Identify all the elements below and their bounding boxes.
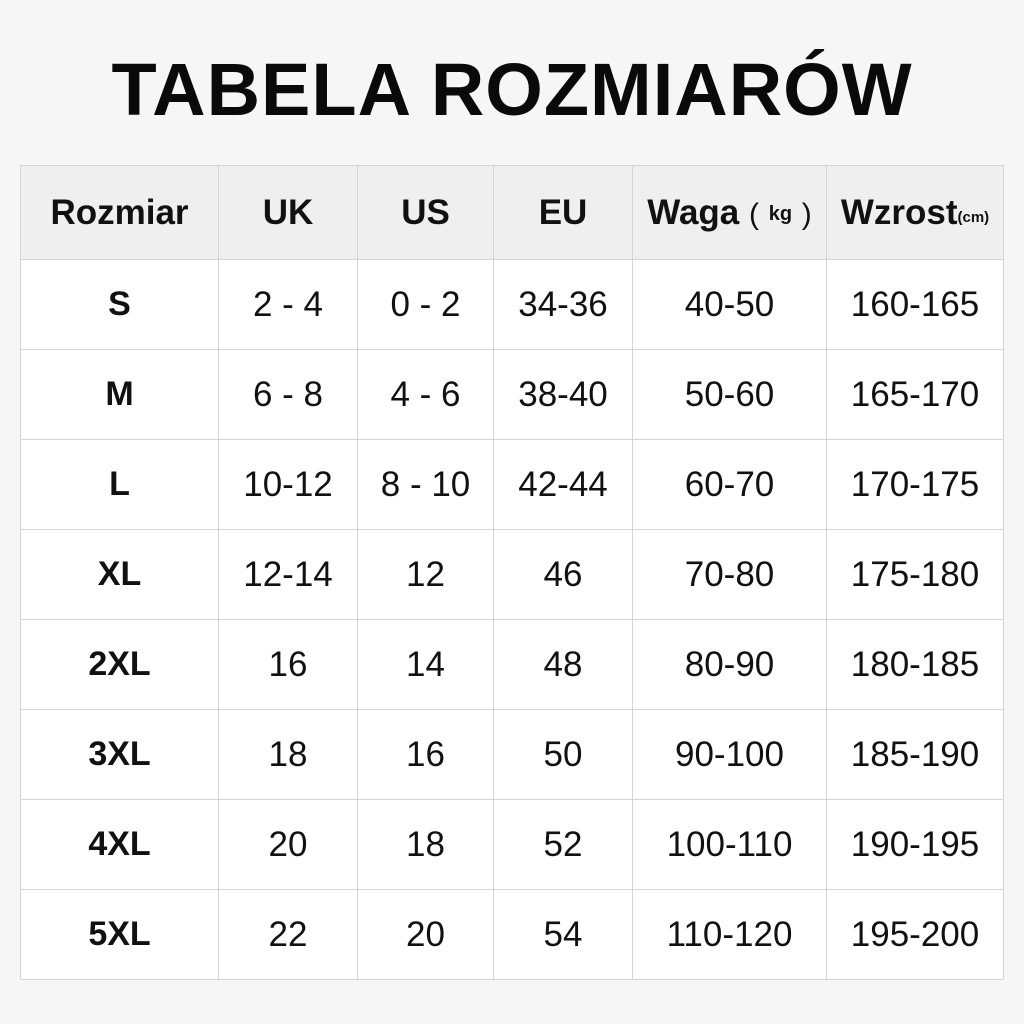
- cell-uk: 12-14: [218, 529, 358, 620]
- cell-us: 8 - 10: [357, 439, 494, 530]
- cell-weight: 70-80: [632, 529, 827, 620]
- header-height: Wzrost(cm): [826, 165, 1004, 260]
- size-chart-table: Rozmiar UK US EU Waga ( kg ) Wzrost(cm) …: [20, 165, 1004, 980]
- cell-uk: 20: [218, 799, 358, 890]
- cell-size: 3XL: [20, 709, 219, 800]
- cell-size: XL: [20, 529, 219, 620]
- cell-height: 190-195: [826, 799, 1004, 890]
- cell-height: 180-185: [826, 619, 1004, 710]
- cell-uk: 18: [218, 709, 358, 800]
- cell-us: 20: [357, 889, 494, 980]
- cell-eu: 34-36: [493, 259, 633, 350]
- cell-eu: 48: [493, 619, 633, 710]
- cell-eu: 38-40: [493, 349, 633, 440]
- cell-eu: 52: [493, 799, 633, 890]
- cell-us: 12: [357, 529, 494, 620]
- table-row: 2XL 16 14 48 80-90 180-185: [20, 619, 1004, 710]
- cell-size: L: [20, 439, 219, 530]
- cell-height: 195-200: [826, 889, 1004, 980]
- cell-size: M: [20, 349, 219, 440]
- cell-weight: 40-50: [632, 259, 827, 350]
- cell-us: 4 - 6: [357, 349, 494, 440]
- cell-uk: 2 - 4: [218, 259, 358, 350]
- cell-us: 14: [357, 619, 494, 710]
- header-uk: UK: [218, 165, 358, 260]
- header-weight: Waga ( kg ): [632, 165, 827, 260]
- cell-weight: 110-120: [632, 889, 827, 980]
- cell-us: 16: [357, 709, 494, 800]
- cell-eu: 46: [493, 529, 633, 620]
- cell-size: 4XL: [20, 799, 219, 890]
- cell-size: S: [20, 259, 219, 350]
- cell-uk: 22: [218, 889, 358, 980]
- cell-weight: 60-70: [632, 439, 827, 530]
- cell-eu: 42-44: [493, 439, 633, 530]
- header-height-label: Wzrost: [840, 192, 958, 232]
- cell-weight: 90-100: [632, 709, 827, 800]
- table-row: L 10-12 8 - 10 42-44 60-70 170-175: [20, 439, 1004, 530]
- cell-uk: 16: [218, 619, 358, 710]
- cell-size: 2XL: [20, 619, 219, 710]
- cell-uk: 10-12: [218, 439, 358, 530]
- cell-height: 165-170: [826, 349, 1004, 440]
- header-row: Rozmiar UK US EU Waga ( kg ) Wzrost(cm): [20, 165, 1004, 260]
- header-weight-label: Waga: [647, 192, 740, 232]
- cell-height: 185-190: [826, 709, 1004, 800]
- table-row: 4XL 20 18 52 100-110 190-195: [20, 799, 1004, 890]
- cell-height: 175-180: [826, 529, 1004, 620]
- header-eu: EU: [493, 165, 633, 260]
- cell-weight: 100-110: [632, 799, 827, 890]
- cell-eu: 50: [493, 709, 633, 800]
- table-row: 3XL 18 16 50 90-100 185-190: [20, 709, 1004, 800]
- cell-uk: 6 - 8: [218, 349, 358, 440]
- cell-size: 5XL: [20, 889, 219, 980]
- cell-height: 160-165: [826, 259, 1004, 350]
- table-row: XL 12-14 12 46 70-80 175-180: [20, 529, 1004, 620]
- header-weight-unit: kg: [768, 202, 793, 225]
- cell-height: 170-175: [826, 439, 1004, 530]
- header-height-unit: (cm): [957, 208, 990, 226]
- cell-us: 0 - 2: [357, 259, 494, 350]
- cell-weight: 50-60: [632, 349, 827, 440]
- header-us: US: [357, 165, 494, 260]
- page-title: TABELA ROZMIARÓW: [111, 48, 913, 131]
- cell-weight: 80-90: [632, 619, 827, 710]
- cell-eu: 54: [493, 889, 633, 980]
- table-row: 5XL 22 20 54 110-120 195-200: [20, 889, 1004, 980]
- cell-us: 18: [357, 799, 494, 890]
- header-size: Rozmiar: [20, 165, 219, 260]
